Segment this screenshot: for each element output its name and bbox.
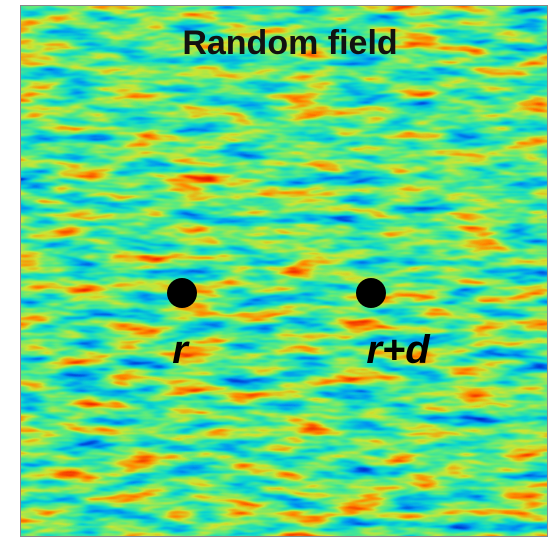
page: {"title": "Random field", "points": [{"l… [0, 0, 551, 537]
point-dot [356, 278, 386, 308]
point-dot [167, 278, 197, 308]
random-field [20, 5, 548, 537]
diagram: Random field r r+d [0, 0, 551, 537]
point-label: r [172, 328, 190, 372]
point-label: r+d [366, 328, 431, 372]
title: Random field [182, 24, 397, 62]
